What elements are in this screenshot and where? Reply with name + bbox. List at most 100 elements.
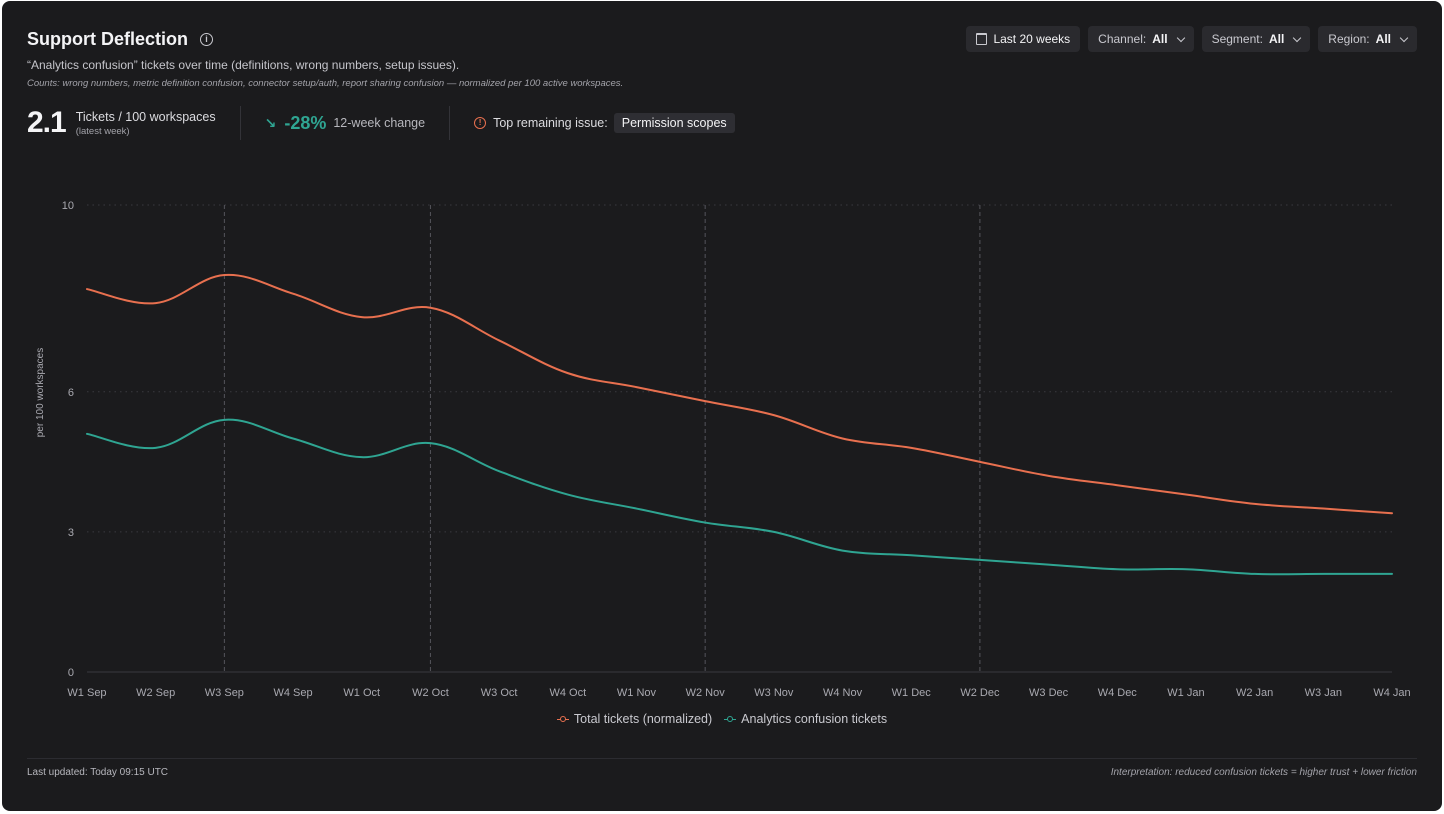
y-axis-title: per 100 workspaces (35, 348, 46, 438)
segment-filter-label: Segment: (1211, 32, 1263, 46)
y-tick-label: 0 (68, 667, 74, 679)
y-tick-label: 6 (68, 387, 74, 399)
data-point-confusion (218, 414, 230, 426)
series-layer (81, 269, 1398, 580)
x-tick-label: W1 Oct (343, 687, 380, 699)
x-tick-label: W2 Sep (136, 687, 175, 699)
segment-filter[interactable]: Segment: All (1201, 26, 1311, 52)
data-point-confusion (768, 526, 780, 538)
data-point-total (1386, 507, 1398, 519)
x-tick-label: W4 Sep (273, 687, 312, 699)
data-point-confusion (1043, 559, 1055, 571)
axis-label-layer: 0 3 6 10 per 100 workspaces W1 Sep W2 Sep W3 Se… (35, 200, 1411, 699)
legend-swatch-total (556, 715, 569, 723)
channel-filter-value: All (1152, 32, 1168, 46)
x-tick-label: W1 Jan (1167, 687, 1204, 699)
channel-filter-label: Channel: (1098, 32, 1147, 46)
data-point-confusion (424, 437, 436, 449)
data-point-confusion (837, 545, 849, 557)
filter-bar: Last 20 weeks Channel: All Segment: All … (966, 26, 1417, 52)
data-point-total (974, 456, 986, 468)
x-tick-label: W1 Sep (67, 687, 106, 699)
grid-layer (87, 204, 1392, 673)
legend-label-total: Total tickets (normalized) (573, 712, 713, 726)
kpi-divider (449, 106, 451, 140)
x-tick-label: W3 Dec (1029, 687, 1069, 699)
data-point-confusion (562, 489, 574, 501)
data-point-confusion (905, 549, 917, 561)
issue-badge[interactable]: Permission scopes (613, 113, 735, 133)
current-value-unit: Tickets / 100 workspaces (75, 109, 216, 124)
data-point-confusion (974, 554, 986, 566)
series-line-total (86, 273, 1393, 515)
region-filter[interactable]: Region: All (1318, 26, 1417, 52)
data-point-confusion (287, 433, 299, 445)
x-tick-label: W4 Dec (1098, 687, 1138, 699)
x-tick-label: W2 Jan (1236, 687, 1273, 699)
chart-note: Counts: wrong numbers, metric definition… (27, 78, 624, 89)
x-tick-label: W3 Sep (205, 687, 244, 699)
y-tick-label: 10 (62, 200, 74, 212)
series-line-confusion (86, 418, 1393, 576)
x-tick-label: W4 Nov (823, 687, 863, 699)
data-point-total (630, 381, 642, 393)
data-point-total (562, 367, 574, 379)
data-point-confusion (1111, 563, 1123, 575)
data-point-total (1043, 470, 1055, 482)
last-updated: Last updated: Today 09:15 UTC (27, 767, 169, 778)
x-tick-label: W4 Jan (1373, 687, 1410, 699)
data-point-total (768, 409, 780, 421)
legend-item-total[interactable]: Total tickets (normalized) (556, 712, 713, 726)
x-tick-label: W1 Nov (617, 687, 657, 699)
data-point-confusion (630, 503, 642, 515)
data-point-total (837, 433, 849, 445)
date-range-label: Last 20 weeks (993, 32, 1071, 46)
x-tick-label: W2 Dec (960, 687, 1000, 699)
legend-item-confusion[interactable]: Analytics confusion tickets (724, 712, 887, 726)
region-filter-value: All (1375, 32, 1391, 46)
kpi-row: 2.1 Tickets / 100 workspaces (latest wee… (27, 105, 735, 141)
data-point-total (1317, 503, 1329, 515)
data-point-total (1180, 489, 1192, 501)
y-tick-label: 3 (68, 527, 74, 539)
info-icon[interactable]: i (200, 33, 213, 46)
week-marker-layer (223, 205, 981, 672)
change-label: 12-week change (333, 116, 426, 130)
data-point-total (218, 269, 230, 281)
channel-filter[interactable]: Channel: All (1088, 26, 1194, 52)
title-row: Support Deflection i (27, 29, 213, 50)
current-value: 2.1 (27, 106, 67, 139)
data-point-total (287, 288, 299, 300)
legend-swatch-confusion (724, 715, 737, 723)
footer-divider (27, 758, 1417, 759)
date-range-filter[interactable]: Last 20 weeks (966, 26, 1081, 52)
data-point-confusion (81, 428, 93, 440)
warning-icon: ! (474, 117, 487, 129)
chart-subtitle: “Analytics confusion” tickets over time … (27, 58, 460, 72)
calendar-icon (976, 33, 988, 45)
x-tick-label: W1 Dec (892, 687, 932, 699)
issue-label: Top remaining issue: (493, 116, 608, 130)
x-tick-label: W2 Nov (686, 687, 726, 699)
current-value-label: Tickets / 100 workspaces (latest week) (76, 110, 216, 137)
data-point-total (699, 395, 711, 407)
x-tick-label: W4 Oct (549, 687, 586, 699)
trend-down-icon: ↘ (264, 114, 277, 131)
data-point-confusion (493, 465, 505, 477)
data-point-confusion (1180, 563, 1192, 575)
data-point-total (356, 311, 368, 323)
change-value: -28% (284, 112, 327, 133)
data-point-confusion (699, 517, 711, 529)
x-tick-label: W3 Jan (1305, 687, 1342, 699)
kpi-divider (239, 106, 241, 140)
x-tick-label: W3 Nov (754, 687, 794, 699)
x-tick-label: W2 Oct (412, 687, 449, 699)
data-point-total (150, 297, 162, 309)
legend-label-confusion: Analytics confusion tickets (741, 712, 888, 726)
region-filter-label: Region: (1328, 32, 1370, 46)
interpretation-note: Interpretation: reduced confusion ticket… (1110, 767, 1417, 778)
current-value-sublabel: (latest week) (75, 125, 130, 137)
data-point-confusion (1386, 568, 1398, 580)
